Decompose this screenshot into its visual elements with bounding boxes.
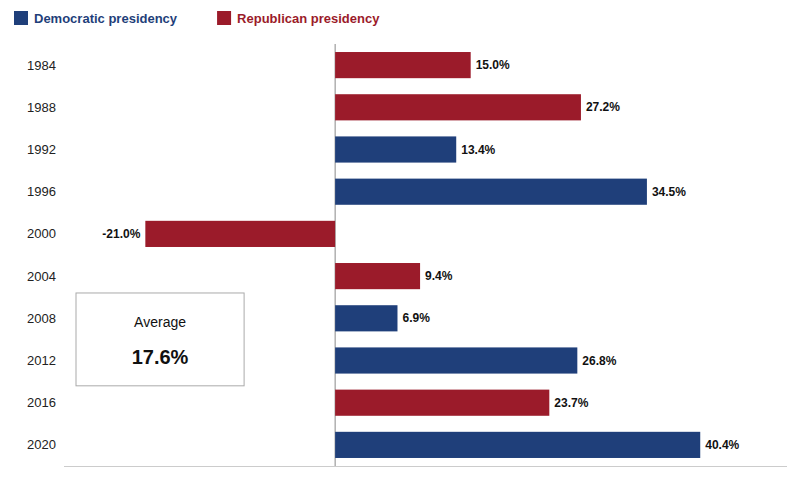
y-tick-label: 2016 (27, 395, 56, 410)
legend-swatch (217, 11, 231, 25)
y-axis: 1984 1988 1992 1996 2000 2004 2008 2012 2016 2020 (27, 58, 56, 453)
bar (335, 347, 577, 373)
annotation-box (76, 293, 244, 386)
bar (335, 390, 549, 416)
y-tick-label: 2008 (27, 311, 56, 326)
legend-swatch (14, 11, 28, 25)
data-label: 27.2% (586, 100, 620, 114)
y-tick-label: 1988 (27, 100, 56, 115)
y-tick-label: 2012 (27, 353, 56, 368)
x-axis-line (64, 466, 787, 467)
y-tick-label: 1984 (27, 58, 56, 73)
legend-label: Republican presidency (237, 11, 380, 26)
data-label: 23.7% (554, 396, 588, 410)
bar (335, 136, 456, 162)
data-label: 26.8% (582, 354, 616, 368)
legend-label: Democratic presidency (34, 11, 178, 26)
legend: Democratic presidency Republican presiden… (14, 11, 380, 26)
data-label: 34.5% (652, 185, 686, 199)
data-label: 40.4% (705, 438, 739, 452)
annotation-text: Average (134, 314, 186, 330)
bar (335, 432, 700, 458)
data-label: 6.9% (402, 311, 430, 325)
data-label: 15.0% (476, 58, 510, 72)
bar (145, 221, 335, 247)
data-label: 9.4% (425, 269, 453, 283)
y-tick-label: 2004 (27, 269, 56, 284)
bars (145, 52, 700, 458)
annotation-text: 17.6% (132, 346, 189, 368)
data-labels: 13.4% 34.5% 6.9% 26.8% 40.4% 15.0% 27.2% -21.0%… (102, 58, 739, 452)
bar (335, 94, 581, 120)
y-tick-label: 2020 (27, 437, 56, 452)
bar (335, 263, 420, 289)
y-tick-label: 2000 (27, 226, 56, 241)
data-label: -21.0% (102, 227, 140, 241)
data-label: 13.4% (461, 143, 495, 157)
bar (335, 305, 397, 331)
chart: Democratic presidency Republican presiden… (0, 0, 807, 482)
bar (335, 179, 647, 205)
bar (335, 52, 471, 78)
y-tick-label: 1996 (27, 184, 56, 199)
y-tick-label: 1992 (27, 142, 56, 157)
annotation: Average 17.6% (76, 293, 244, 386)
